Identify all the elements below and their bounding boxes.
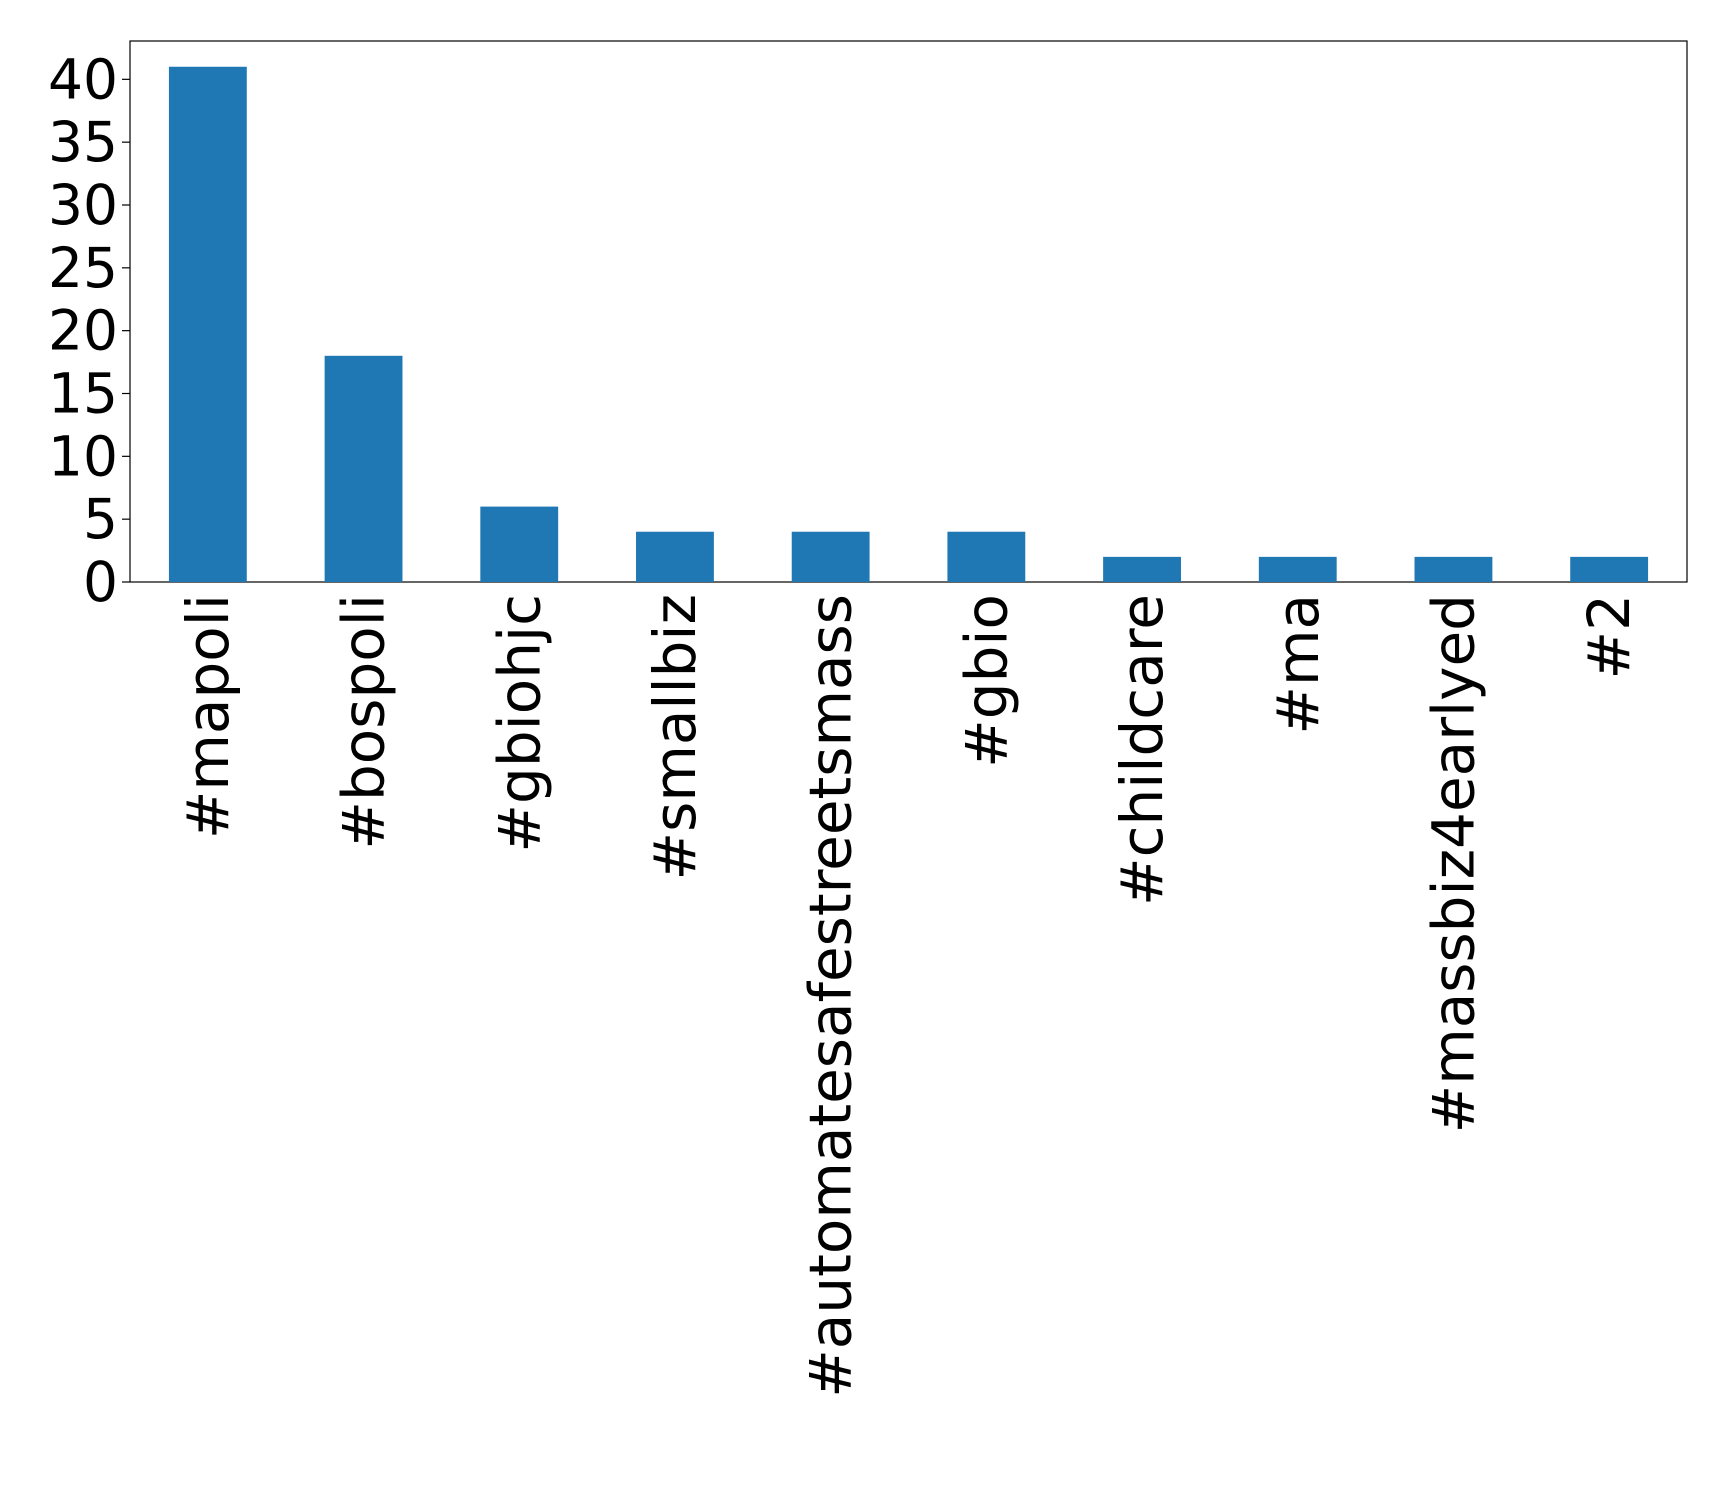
bar: [791, 531, 870, 582]
y-tick-label: 30: [48, 173, 118, 237]
x-tick-label: #childcare: [1108, 594, 1176, 906]
bar: [324, 355, 403, 582]
x-tick-label: #mapoli: [174, 594, 242, 839]
bar: [480, 506, 559, 582]
x-tick-label: #smallbiz: [641, 594, 709, 880]
y-tick-label: 25: [48, 236, 118, 300]
x-tick-label: #gbiohjc: [485, 594, 553, 853]
y-tick-label: 5: [83, 487, 118, 551]
bar: [1258, 556, 1337, 582]
y-tick-label: 20: [48, 299, 118, 363]
y-tick-label: 40: [48, 47, 118, 111]
bar: [1570, 556, 1649, 582]
x-tick-label: #bospoli: [330, 594, 398, 850]
bar: [636, 531, 714, 582]
x-tick-label: #automatesafestreetsmass: [797, 594, 865, 1398]
x-tick-label: #gbio: [952, 594, 1020, 768]
y-tick-label: 15: [48, 361, 118, 425]
y-tick-label: 0: [83, 550, 118, 614]
bar: [947, 531, 1026, 582]
bar: [168, 66, 247, 582]
bar: [1103, 556, 1181, 582]
x-tick-label: #ma: [1264, 594, 1332, 735]
plot-frame: [129, 40, 1688, 583]
bar: [1414, 556, 1493, 582]
x-tick-label: #massbiz4earlyed: [1419, 594, 1487, 1133]
y-tick-label: 10: [48, 424, 118, 488]
y-tick-label: 35: [48, 110, 118, 174]
x-tick-label: #2: [1575, 594, 1643, 680]
